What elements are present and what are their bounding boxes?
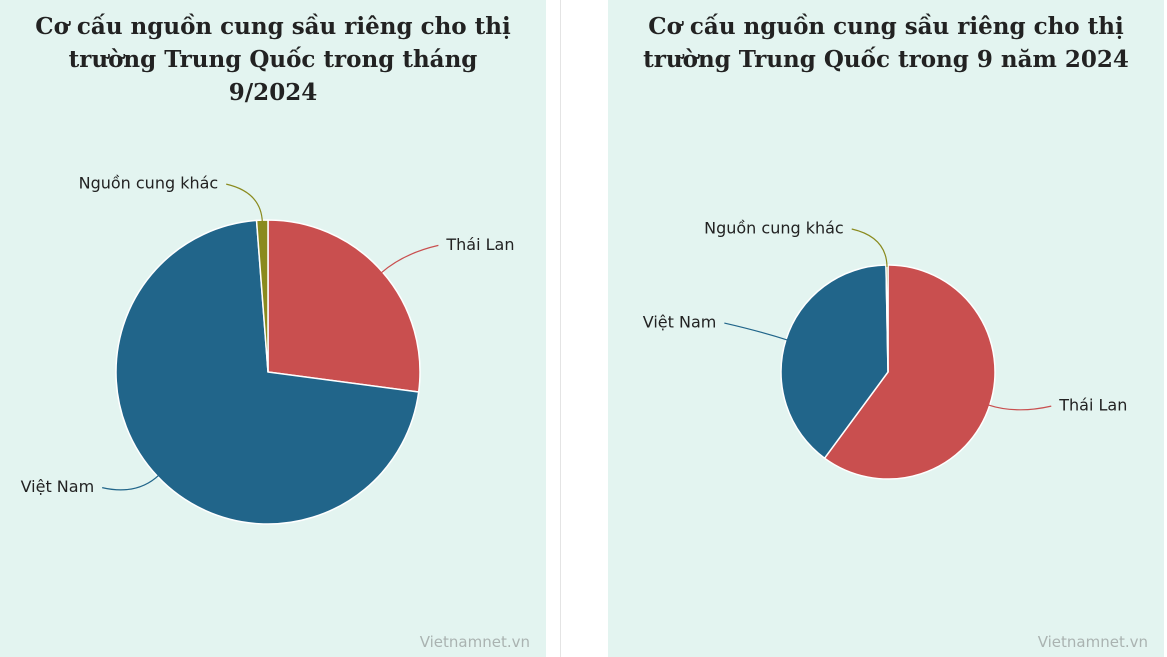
chart-title: Cơ cấu nguồn cung sầu riêng cho thị trườ… [35, 13, 511, 106]
divider [560, 0, 561, 657]
leader-line [380, 244, 439, 274]
chart-panel: Cơ cấu nguồn cung sầu riêng cho thị trườ… [608, 0, 1164, 657]
source: Vietnamnet.vn [1037, 633, 1148, 651]
slice-label: Thái Lan [1058, 396, 1127, 415]
pie-chart: Thái Lan Việt Nam Nguồn cung khác [21, 174, 515, 525]
slice-label: Thái Lan [445, 235, 514, 254]
leader-line [851, 228, 888, 268]
slice-label: Việt Nam [643, 313, 717, 332]
leader-line [987, 404, 1052, 411]
source: Vietnamnet.vn [419, 633, 530, 651]
pie-slice [267, 219, 421, 393]
pie-chart: Thái Lan Việt Nam Nguồn cung khác [643, 219, 1127, 480]
slice-label: Việt Nam [21, 477, 95, 496]
leader-line [102, 474, 160, 491]
chart-panel: Cơ cấu nguồn cung sầu riêng cho thị trườ… [0, 0, 546, 657]
leader-line [226, 183, 263, 223]
leader-line [724, 322, 789, 341]
slice-label: Nguồn cung khác [79, 174, 219, 193]
chart-title: Cơ cấu nguồn cung sầu riêng cho thị trườ… [643, 13, 1129, 73]
slice-label: Nguồn cung khác [704, 219, 844, 238]
